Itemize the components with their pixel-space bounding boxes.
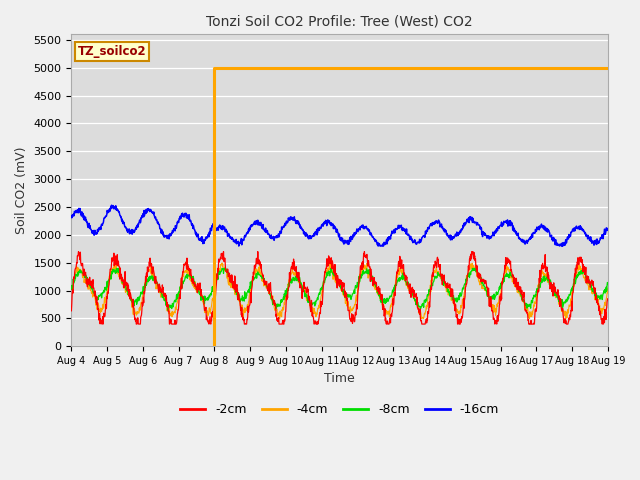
Y-axis label: Soil CO2 (mV): Soil CO2 (mV) <box>15 146 28 234</box>
Title: Tonzi Soil CO2 Profile: Tree (West) CO2: Tonzi Soil CO2 Profile: Tree (West) CO2 <box>206 15 473 29</box>
X-axis label: Time: Time <box>324 372 355 384</box>
Legend: -2cm, -4cm, -8cm, -16cm: -2cm, -4cm, -8cm, -16cm <box>175 398 504 421</box>
Text: TZ_soilco2: TZ_soilco2 <box>78 45 147 58</box>
